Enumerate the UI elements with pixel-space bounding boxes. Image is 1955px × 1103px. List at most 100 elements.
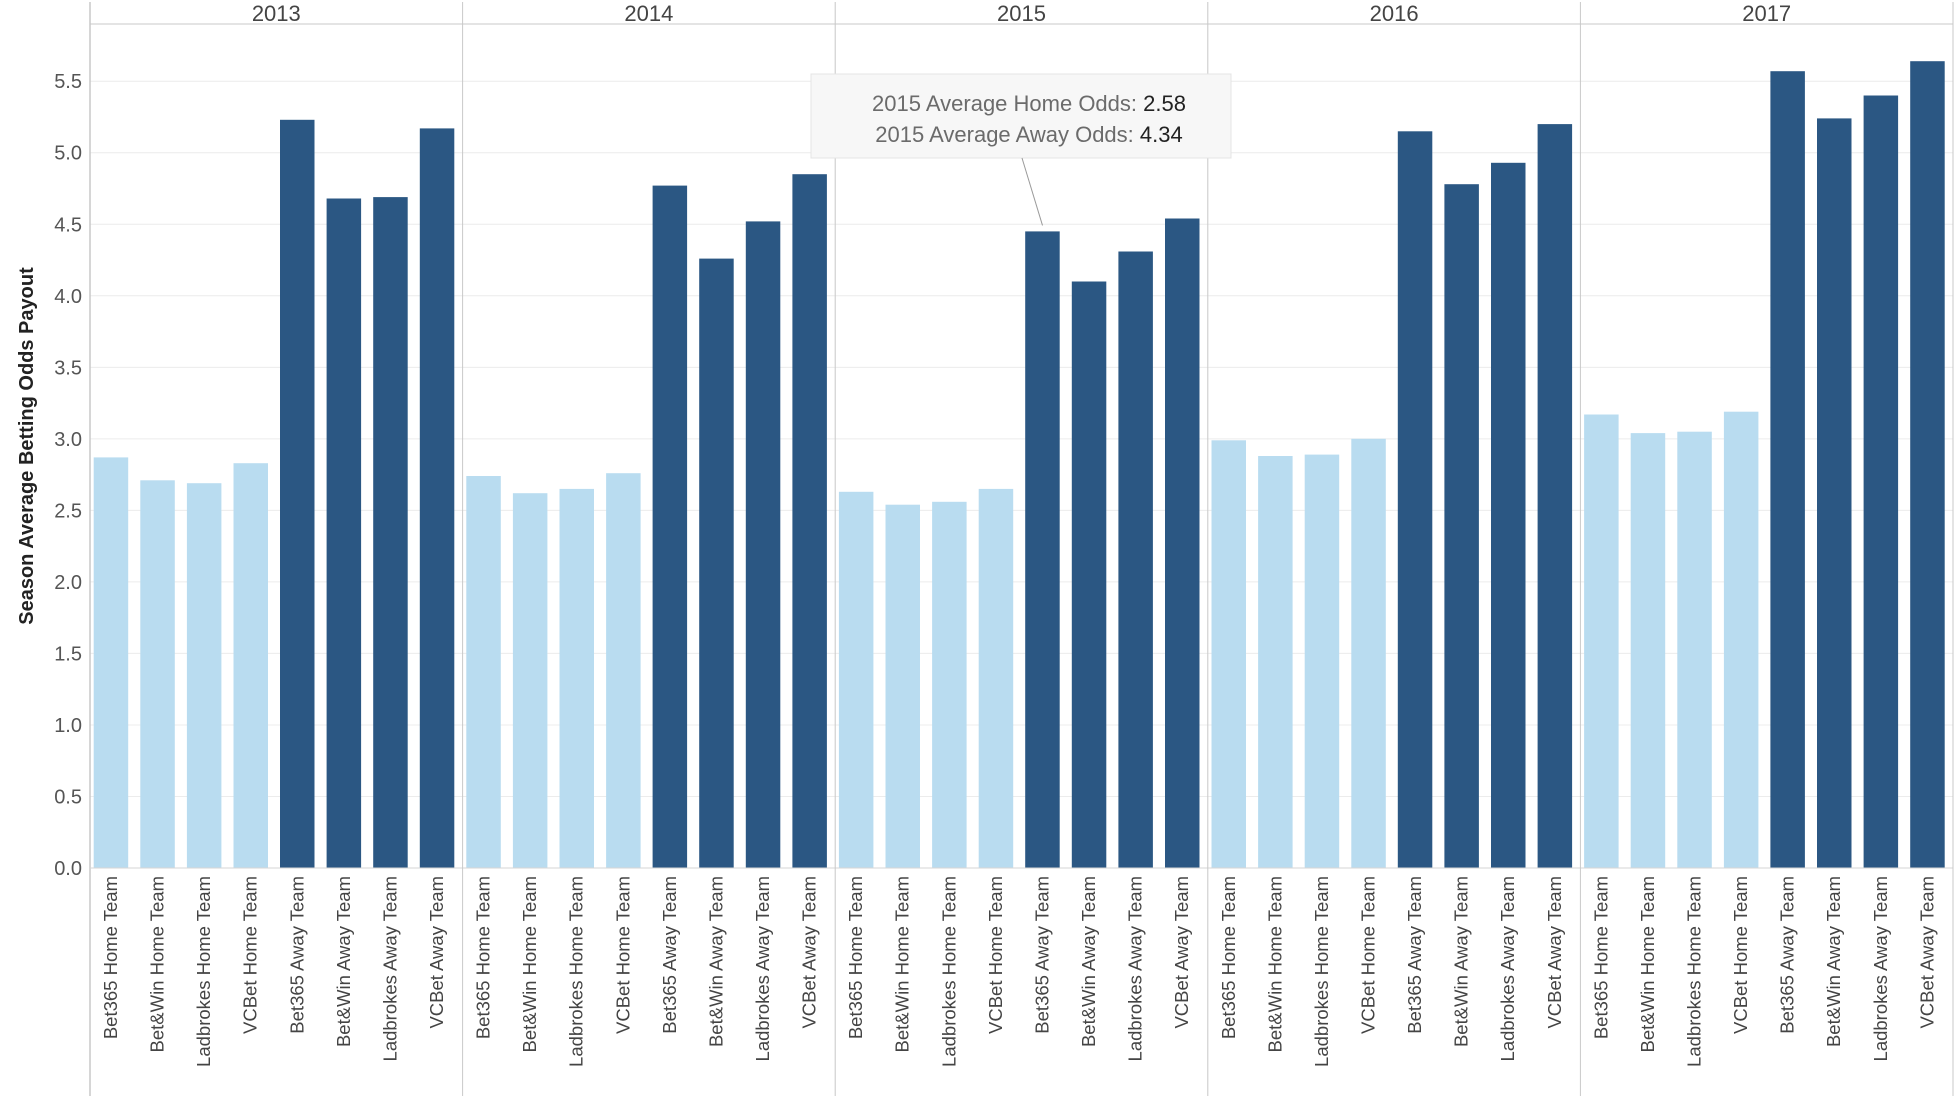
tooltip-line: 2015 Average Home Odds: 2.58: [872, 91, 1186, 116]
x-category-label: Bet&Win Away Team: [1451, 876, 1472, 1047]
bar-away[interactable]: [373, 197, 408, 869]
bar-away[interactable]: [419, 128, 455, 868]
x-category-label: Ladbrokes Home Team: [1311, 876, 1332, 1067]
bar-away[interactable]: [1537, 124, 1573, 869]
bar-home[interactable]: [838, 491, 874, 868]
bar-home[interactable]: [466, 476, 501, 868]
x-category-label: Bet365 Home Team: [100, 876, 121, 1039]
tooltip-value: 2.58: [1143, 91, 1186, 116]
bar-home[interactable]: [606, 473, 641, 868]
x-category-label: VCBet Away Team: [426, 876, 447, 1029]
bar-away[interactable]: [1863, 95, 1899, 869]
bar-away[interactable]: [1118, 251, 1153, 869]
x-category-label: VCBet Home Team: [612, 876, 633, 1034]
x-category-label: Bet&Win Home Team: [1264, 876, 1285, 1053]
y-tick-label: 4.0: [54, 286, 82, 308]
bar-away[interactable]: [652, 185, 688, 869]
x-category-label: Bet365 Away Team: [1777, 876, 1798, 1034]
bar-home[interactable]: [1351, 438, 1386, 868]
bar-home[interactable]: [140, 480, 175, 868]
bar-home[interactable]: [932, 501, 967, 868]
bar-away[interactable]: [1071, 281, 1107, 869]
panel-header-year: 2013: [252, 1, 301, 26]
x-category-label: Bet&Win Away Team: [705, 876, 726, 1047]
bar-home[interactable]: [559, 488, 595, 868]
x-category-label: Bet365 Away Team: [1404, 876, 1425, 1034]
bar-home[interactable]: [1723, 411, 1759, 868]
bar-away[interactable]: [745, 221, 781, 868]
tooltip-value: 4.34: [1140, 122, 1183, 147]
tooltip-pointer: [1021, 157, 1043, 226]
x-category-label: Bet&Win Away Team: [1823, 876, 1844, 1047]
y-tick-label: 1.5: [54, 643, 82, 665]
bar-home[interactable]: [1211, 440, 1247, 868]
x-category-label: Ladbrokes Home Team: [938, 876, 959, 1067]
bar-away[interactable]: [1770, 71, 1805, 868]
bar-home[interactable]: [1258, 456, 1293, 868]
bar-away[interactable]: [1165, 218, 1200, 869]
y-tick-label: 5.0: [54, 143, 82, 165]
bar-away[interactable]: [1817, 118, 1852, 868]
bar-away[interactable]: [1910, 61, 1945, 868]
bar-home[interactable]: [978, 488, 1014, 868]
bar-home[interactable]: [93, 457, 129, 868]
tooltip-label: 2015 Average Home Odds:: [872, 91, 1143, 116]
x-category-label: Ladbrokes Away Team: [1870, 876, 1891, 1061]
y-tick-label: 5.5: [54, 71, 82, 93]
bar-away[interactable]: [326, 198, 362, 869]
x-category-label: Ladbrokes Away Team: [1125, 876, 1146, 1061]
x-category-label: Bet365 Away Team: [286, 876, 307, 1034]
x-category-label: Bet&Win Home Team: [1637, 876, 1658, 1053]
y-tick-label: 2.5: [54, 500, 82, 522]
x-category-label: Bet&Win Home Team: [519, 876, 540, 1053]
bar-home[interactable]: [1584, 414, 1619, 869]
bar-home[interactable]: [186, 483, 222, 868]
x-category-label: Bet&Win Home Team: [892, 876, 913, 1053]
tooltip-label: 2015 Average Away Odds:: [875, 122, 1140, 147]
x-category-label: Bet365 Away Team: [659, 876, 680, 1034]
y-tick-label: 4.5: [54, 214, 82, 236]
y-tick-label: 0.5: [54, 786, 82, 808]
bar-away[interactable]: [1444, 184, 1479, 868]
x-category-label: Bet&Win Home Team: [147, 876, 168, 1053]
x-category-label: VCBet Away Team: [1544, 876, 1565, 1029]
bar-away[interactable]: [792, 174, 827, 868]
x-category-label: Ladbrokes Home Team: [566, 876, 587, 1067]
x-category-label: Bet365 Home Team: [845, 876, 866, 1039]
x-category-label: Bet365 Home Team: [1218, 876, 1239, 1039]
y-tick-label: 2.0: [54, 572, 82, 594]
bar-away[interactable]: [1397, 131, 1433, 869]
bar-home[interactable]: [1630, 433, 1666, 868]
tooltip-box: [810, 73, 1232, 159]
bar-away[interactable]: [280, 119, 315, 869]
x-category-label: Ladbrokes Home Team: [1684, 876, 1705, 1067]
x-category-label: VCBet Home Team: [1358, 876, 1379, 1034]
bar-home[interactable]: [1304, 454, 1340, 868]
x-category-label: VCBet Home Team: [985, 876, 1006, 1034]
bar-home[interactable]: [512, 493, 548, 868]
bar-away[interactable]: [699, 258, 734, 869]
x-category-label: VCBet Home Team: [240, 876, 261, 1034]
bar-away[interactable]: [1025, 231, 1060, 868]
x-category-label: VCBet Away Team: [799, 876, 820, 1029]
x-category-label: VCBet Away Team: [1171, 876, 1192, 1029]
x-category-label: VCBet Home Team: [1730, 876, 1751, 1034]
panel-header-year: 2014: [624, 1, 673, 26]
bar-away[interactable]: [1491, 162, 1526, 869]
x-category-label: Bet&Win Away Team: [1078, 876, 1099, 1047]
y-tick-label: 1.0: [54, 715, 82, 737]
y-tick-label: 0.0: [54, 858, 82, 880]
bar-home[interactable]: [1677, 431, 1712, 868]
x-category-label: Ladbrokes Away Team: [752, 876, 773, 1061]
x-category-label: Bet365 Home Team: [473, 876, 494, 1039]
bar-home[interactable]: [885, 504, 921, 868]
tooltip-line: 2015 Average Away Odds: 4.34: [875, 122, 1182, 147]
panel-header-year: 2016: [1370, 1, 1419, 26]
bar-home[interactable]: [233, 463, 269, 868]
x-category-label: Ladbrokes Home Team: [193, 876, 214, 1067]
x-category-label: Ladbrokes Away Team: [379, 876, 400, 1061]
y-axis-title: Season Average Betting Odds Payout: [16, 267, 38, 625]
